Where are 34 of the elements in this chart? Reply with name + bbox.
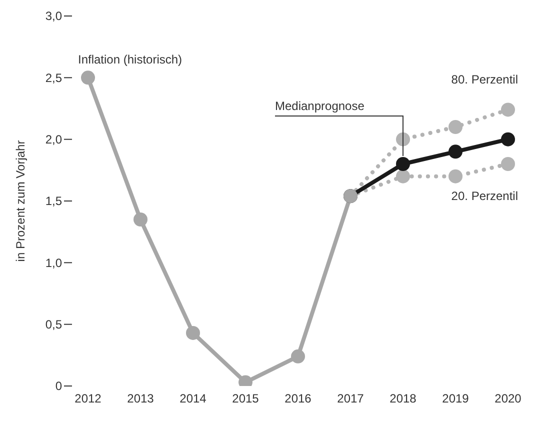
point [448,144,462,159]
series-label: 20. Perzentil [451,189,518,203]
y-tick-label: 1,5 [45,194,62,208]
x-tick-label: 2015 [232,392,260,406]
x-tick-label: 2014 [180,392,207,406]
point [501,102,515,117]
x-tick-label: 2013 [127,392,154,406]
x-tick-label: 2012 [74,392,102,406]
point [501,157,515,171]
x-tick-label: 2019 [442,392,470,406]
x-tick-label: 2020 [494,392,522,406]
x-tick-label: 2017 [337,392,364,406]
point [448,120,462,134]
y-tick-label: 0,5 [45,318,62,332]
point [81,70,95,85]
y-tick-label: 2,5 [45,70,62,85]
series-label: 80. Perzentil [451,72,518,87]
y-tick-label: 1,0 [45,256,62,270]
y-tick-label: 3,0 [45,9,62,24]
point [186,326,200,340]
point [501,132,515,146]
point [396,157,410,171]
point [396,169,410,184]
point [396,132,410,146]
point [448,169,462,184]
y-axis-title: in Prozent zum Vorjahr [13,140,28,262]
x-tick-label: 2016 [284,392,312,406]
point [134,212,148,226]
x-tick-label: 2018 [390,392,417,406]
point [291,349,305,364]
y-tick-label: 0 [55,379,62,394]
text: Medianprognose [275,99,365,113]
series-label: Inflation (historisch) [78,52,182,67]
y-tick-label: 2,0 [45,132,62,147]
